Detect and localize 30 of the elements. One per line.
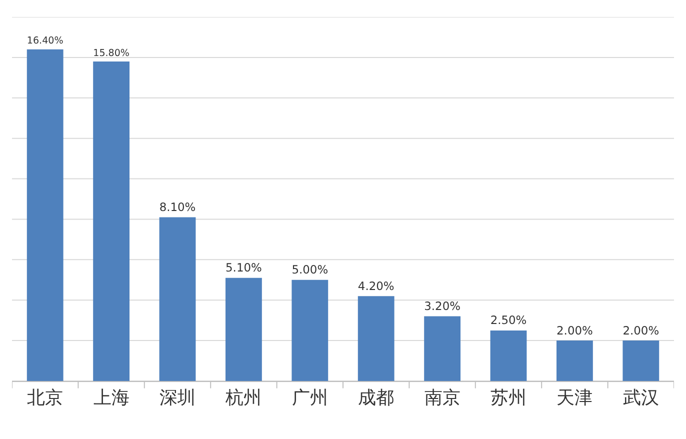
x-tick-label: 南京 [424, 388, 460, 409]
bar [26, 49, 64, 381]
data-label: 8.10% [159, 200, 196, 214]
x-tick-label: 北京 [27, 388, 64, 409]
data-label: 2.00% [622, 323, 660, 338]
bar [358, 296, 394, 381]
x-tick-label: 天津 [556, 388, 593, 409]
x-tick-label: 杭州 [224, 388, 262, 409]
x-tick-label: 广州 [292, 388, 328, 409]
x-tick-label: 苏州 [490, 388, 526, 409]
bar [159, 217, 196, 381]
bar [556, 340, 593, 381]
x-tick-label: 武汉 [622, 388, 659, 409]
bar [292, 280, 328, 381]
data-label: 4.20% [358, 278, 394, 293]
x-tick-label: 深圳 [160, 388, 196, 409]
data-label: 16.40% [26, 36, 64, 47]
x-tick-label: 上海 [93, 388, 130, 409]
bar [490, 330, 527, 381]
x-tick-label: 成都 [358, 388, 394, 409]
bar [424, 316, 461, 381]
bar [226, 278, 262, 381]
data-label: 5.10% [226, 260, 262, 275]
data-label: 3.20% [424, 299, 461, 314]
bar [93, 61, 130, 381]
data-label: 15.80% [93, 48, 130, 59]
data-label: 2.50% [490, 313, 527, 328]
data-label: 5.00% [292, 262, 328, 277]
bar [622, 340, 660, 381]
data-label: 2.00% [556, 323, 593, 338]
